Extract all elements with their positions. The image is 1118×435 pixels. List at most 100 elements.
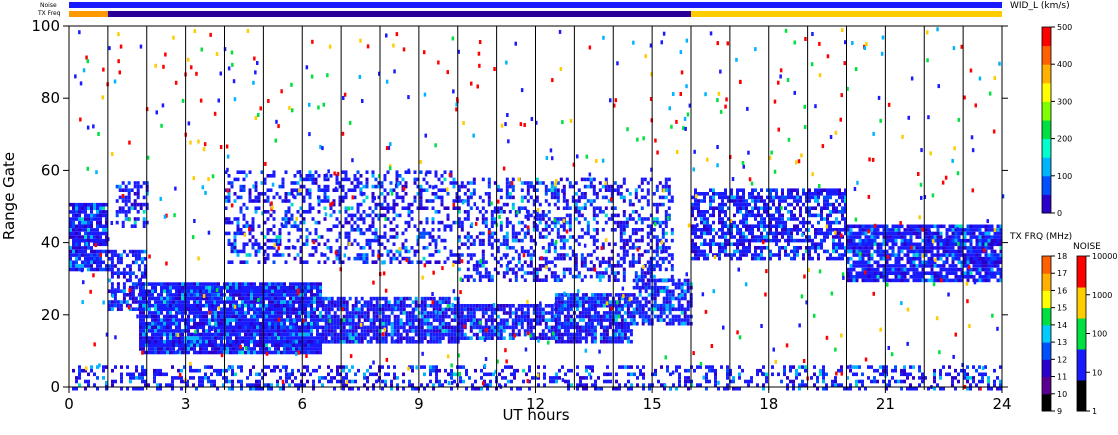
scatter-cell: [652, 228, 656, 232]
scatter-cell: [592, 206, 596, 210]
scatter-cell: [607, 242, 611, 246]
scatter-cell: [602, 325, 606, 330]
scatter-cell: [205, 347, 208, 351]
scatter-cell: [333, 340, 337, 344]
scatter-cell: [193, 314, 196, 319]
scatter-cell: [244, 336, 247, 340]
scatter-cell: [538, 220, 542, 225]
scatter-cell: [602, 314, 606, 319]
scatter-cell: [190, 293, 193, 297]
scatter-cell: [520, 228, 524, 232]
scatter-cell: [781, 217, 784, 221]
scatter-cell: [670, 199, 674, 203]
scatter-cell: [202, 350, 205, 355]
scatter-cell: [478, 264, 482, 268]
scatter-cell: [670, 238, 674, 243]
scatter-cell: [128, 271, 132, 275]
scatter-cell: [671, 321, 675, 326]
scatter-cell: [419, 260, 423, 264]
scatter-cell: [703, 220, 706, 225]
scatter-cell: [316, 325, 319, 330]
scatter-cell: [181, 347, 184, 351]
scatter-cell: [739, 228, 742, 232]
scatter-cell: [102, 249, 105, 254]
scatter-cell: [286, 303, 289, 308]
scatter-cell: [632, 311, 636, 315]
scatter-cell: [766, 210, 769, 214]
scatter-cell: [820, 213, 823, 218]
scatter-cell: [93, 235, 96, 239]
scatter-cell: [557, 311, 561, 315]
scatter-cell: [265, 293, 268, 297]
scatter-cell: [466, 181, 470, 185]
scatter-cell: [290, 217, 294, 221]
scatter-cell: [151, 350, 154, 355]
scatter-cell: [238, 289, 241, 294]
scatter-cell: [446, 213, 450, 218]
scatter-cell: [769, 217, 772, 221]
scatter-cell: [408, 314, 412, 319]
scatter-cell: [580, 256, 584, 261]
scatter-cell: [81, 260, 84, 265]
scatter-cell: [787, 238, 790, 243]
scatter-cell: [280, 339, 283, 344]
scatter-cell: [496, 206, 500, 210]
scatter-cell: [371, 210, 375, 214]
scatter-cell: [332, 188, 336, 192]
scatter-cell: [356, 253, 360, 257]
scatter-cell: [748, 228, 751, 232]
scatter-cell: [505, 238, 509, 243]
scatter-cell: [499, 264, 503, 268]
scatter-cell: [236, 217, 240, 221]
scatter-cell: [659, 289, 663, 294]
scatter-cell: [163, 318, 166, 322]
scatter-cell: [160, 329, 163, 333]
scatter-cell: [284, 199, 288, 203]
scatter-cell: [751, 192, 754, 196]
scatter-cell: [460, 336, 464, 340]
scatter-cell: [514, 314, 518, 319]
scatter-cell: [407, 256, 411, 261]
scatter-cell: [226, 343, 229, 348]
scatter-cell: [286, 329, 289, 333]
scatter-cell: [345, 304, 349, 308]
scatter-cell: [399, 322, 403, 326]
scatter-cell: [667, 278, 671, 282]
scatter-cell: [395, 231, 399, 236]
scatter-cell: [517, 304, 521, 308]
scatter-cell: [598, 260, 602, 264]
scatter-cell: [544, 213, 548, 218]
scatter-cell: [169, 285, 172, 290]
scatter-cell: [620, 321, 624, 326]
scatter-cell: [578, 296, 582, 301]
scatter-cell: [365, 184, 369, 189]
scatter-cell: [580, 192, 584, 196]
scatter-cell: [634, 192, 638, 196]
scatter-cell: [116, 289, 120, 293]
scatter-cell: [652, 256, 656, 261]
scatter-cell: [490, 220, 494, 225]
scatter-cell: [638, 289, 642, 294]
scatter-cell: [553, 184, 557, 189]
scatter-cell: [242, 170, 246, 174]
scatter-cell: [602, 318, 606, 322]
scatter-cell: [643, 177, 647, 182]
scatter-cell: [389, 235, 393, 239]
scatter-cell: [580, 177, 584, 182]
scatter-cell: [193, 347, 196, 351]
scatter-cell: [434, 238, 438, 243]
scatter-cell: [345, 300, 349, 304]
scatter-cell: [453, 318, 457, 322]
scatter-cell: [242, 202, 246, 207]
scatter-cell: [193, 350, 196, 355]
scatter-cell: [629, 332, 633, 337]
scatter-cell: [550, 271, 554, 275]
scatter-cell: [360, 325, 364, 330]
scatter-cell: [319, 282, 322, 286]
scatter-cell: [280, 325, 283, 330]
scatter-cell: [289, 343, 292, 348]
scatter-cell: [274, 343, 277, 348]
scatter-cell: [284, 213, 288, 218]
scatter-cell: [230, 184, 234, 189]
scatter-cell: [686, 285, 690, 290]
